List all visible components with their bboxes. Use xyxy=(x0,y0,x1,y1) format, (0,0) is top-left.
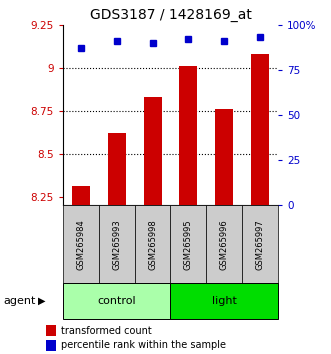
Bar xyxy=(46,340,56,351)
Title: GDS3187 / 1428169_at: GDS3187 / 1428169_at xyxy=(89,8,252,22)
Text: light: light xyxy=(212,296,237,306)
Text: GSM265995: GSM265995 xyxy=(184,219,193,270)
Text: ▶: ▶ xyxy=(38,296,46,306)
Bar xyxy=(72,187,90,205)
Text: percentile rank within the sample: percentile rank within the sample xyxy=(61,341,226,350)
Bar xyxy=(63,205,99,283)
Bar xyxy=(179,66,197,205)
Bar xyxy=(170,283,278,319)
Bar xyxy=(108,133,126,205)
Text: GSM265998: GSM265998 xyxy=(148,219,157,270)
Bar xyxy=(99,205,135,283)
Bar xyxy=(206,205,242,283)
Text: GSM265993: GSM265993 xyxy=(112,219,121,270)
Bar xyxy=(63,283,170,319)
Bar xyxy=(46,325,56,336)
Text: control: control xyxy=(97,296,136,306)
Bar xyxy=(215,109,233,205)
Bar xyxy=(170,205,206,283)
Text: GSM265997: GSM265997 xyxy=(256,219,264,270)
Bar xyxy=(135,205,170,283)
Text: GSM265984: GSM265984 xyxy=(76,219,85,270)
Text: agent: agent xyxy=(3,296,36,306)
Text: GSM265996: GSM265996 xyxy=(220,219,229,270)
Bar xyxy=(242,205,278,283)
Bar xyxy=(144,97,162,205)
Text: transformed count: transformed count xyxy=(61,326,152,336)
Bar xyxy=(251,54,269,205)
